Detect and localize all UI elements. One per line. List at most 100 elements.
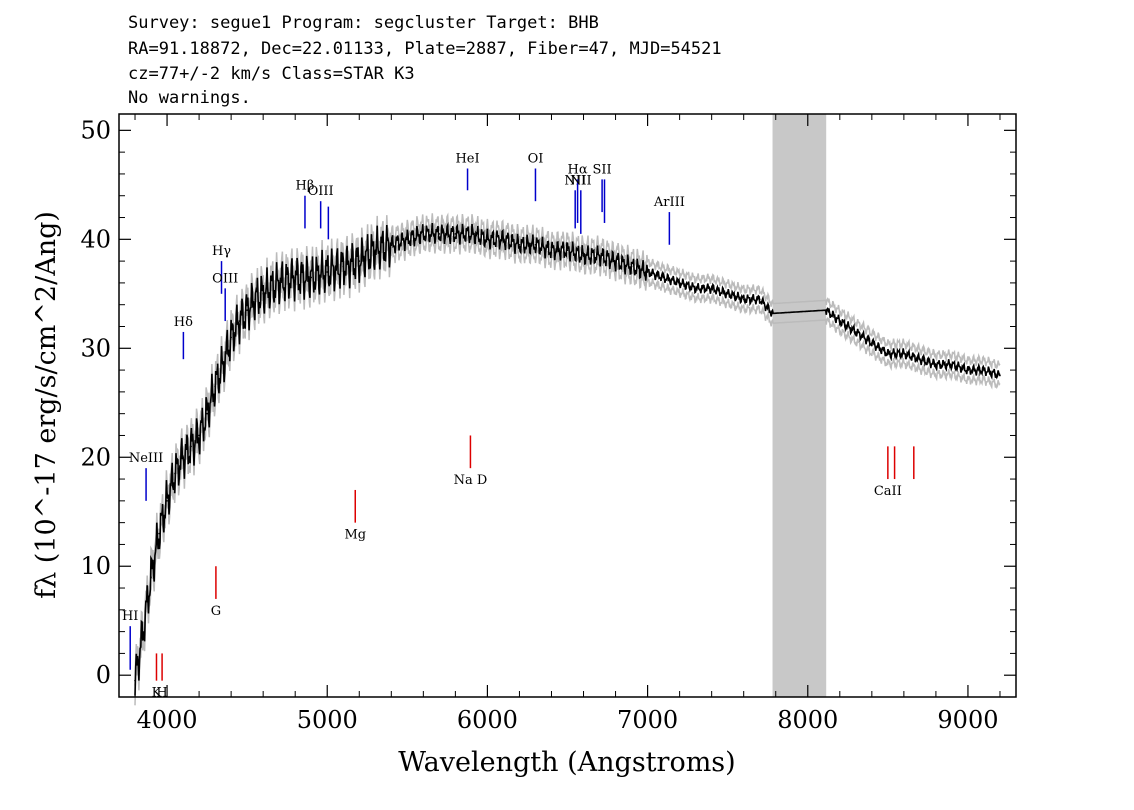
flux-point — [598, 254, 601, 257]
flux-point — [454, 233, 457, 235]
emission-line-label: OI — [528, 151, 544, 166]
flux-point — [246, 309, 248, 311]
y-tick-label: 10 — [80, 552, 111, 580]
x-tick-label: 9000 — [937, 706, 998, 734]
flux-point — [839, 320, 841, 322]
flux-point — [630, 265, 633, 268]
header-line-2: RA=91.18872, Dec=22.01133, Plate=2887, F… — [128, 39, 722, 59]
flux-point — [358, 260, 361, 262]
flux-point — [550, 249, 553, 252]
flux-point — [206, 412, 208, 415]
flux-point — [198, 434, 200, 437]
flux-point — [142, 630, 144, 633]
flux-point — [278, 282, 280, 284]
flux-point — [614, 260, 617, 262]
x-tick-label: 6000 — [457, 706, 518, 734]
emission-line-label: HeI — [455, 151, 479, 166]
flux-point — [502, 238, 505, 241]
plot-frame — [118, 113, 1017, 698]
error-band-upper — [134, 212, 1001, 686]
emission-line-label: HI — [122, 609, 138, 624]
flux-point — [825, 309, 827, 311]
flux-point — [166, 500, 168, 502]
flux-point — [999, 374, 1001, 377]
flux-point — [771, 312, 774, 315]
flux-point — [262, 293, 264, 295]
flux-point — [174, 472, 176, 475]
emission-line-label: SII — [593, 162, 612, 177]
flux-point — [646, 271, 649, 273]
flux-point — [342, 265, 345, 268]
emission-line-label: Hγ — [212, 244, 231, 259]
flux-point — [534, 243, 537, 246]
flux-point — [566, 249, 569, 252]
emission-line-label: OIII — [212, 271, 238, 286]
flux-point — [470, 233, 473, 235]
flux-point — [190, 445, 192, 448]
flux-point — [935, 363, 937, 366]
emission-line-label: Hδ — [174, 315, 193, 330]
masked-region — [772, 114, 827, 697]
flux-point — [230, 336, 232, 339]
header-line-1: Survey: segue1 Program: segcluster Targe… — [128, 13, 599, 33]
flux-point — [983, 369, 985, 371]
flux-point — [310, 276, 313, 279]
absorption-line-label: G — [211, 604, 221, 619]
flux-line — [134, 222, 1001, 696]
emission-line-label: OIII — [308, 184, 334, 199]
x-tick-label: 8000 — [777, 706, 838, 734]
emission-line-label: Hα — [568, 162, 588, 177]
y-tick-label: 20 — [80, 443, 111, 471]
y-tick-label: 30 — [80, 334, 111, 362]
emission-line-label: Hβ — [296, 179, 315, 194]
flux-point — [294, 276, 296, 279]
flux-point — [726, 293, 729, 295]
absorption-line-label: H — [156, 686, 167, 701]
flux-point — [855, 331, 857, 333]
y-axis-label: fλ (10^-17 erg/s/cm^2/Ang) — [31, 211, 62, 599]
emission-line-label: NeIII — [129, 451, 163, 466]
flux-point — [742, 298, 745, 301]
header-line-3: cz=77+/-2 km/s Class=STAR K3 — [128, 64, 415, 84]
flux-point — [222, 363, 224, 366]
y-tick-label: 50 — [80, 116, 111, 144]
flux-point — [967, 369, 969, 371]
flux-point — [422, 233, 425, 235]
absorption-line-label: K — [152, 686, 162, 701]
flux-point — [582, 254, 585, 257]
emission-line-label: ArIII — [653, 195, 685, 210]
flux-point — [158, 532, 160, 535]
y-tick-label: 40 — [80, 225, 111, 253]
flux-point — [326, 271, 329, 273]
flux-point — [406, 238, 409, 241]
flux-point — [919, 358, 921, 360]
flux-point — [150, 576, 152, 578]
flux-point — [903, 352, 905, 355]
absorption-line-label: Mg — [344, 528, 366, 543]
emission-line-label: NII — [570, 173, 592, 188]
flux-point — [518, 243, 521, 246]
emission-line-label: NII — [564, 173, 586, 188]
x-tick-label: 5000 — [297, 706, 358, 734]
flux-point — [887, 352, 889, 355]
header-line-4: No warnings. — [128, 88, 251, 108]
flux-point — [390, 243, 393, 246]
flux-point — [710, 287, 713, 290]
flux-point — [238, 320, 240, 322]
flux-point — [214, 385, 216, 388]
flux-point — [438, 233, 441, 235]
flux-point — [678, 282, 681, 284]
flux-point — [486, 238, 489, 241]
y-tick-label: 0 — [96, 661, 111, 689]
flux-point — [374, 249, 377, 252]
absorption-line-label: CaII — [874, 484, 902, 499]
flux-point — [871, 342, 873, 344]
flux-point — [951, 363, 953, 366]
error-band-lower — [134, 232, 1001, 706]
flux-point — [134, 679, 136, 682]
x-axis-label: Wavelength (Angstroms) — [398, 747, 735, 778]
x-tick-label: 4000 — [137, 706, 198, 734]
x-tick-label: 7000 — [617, 706, 678, 734]
